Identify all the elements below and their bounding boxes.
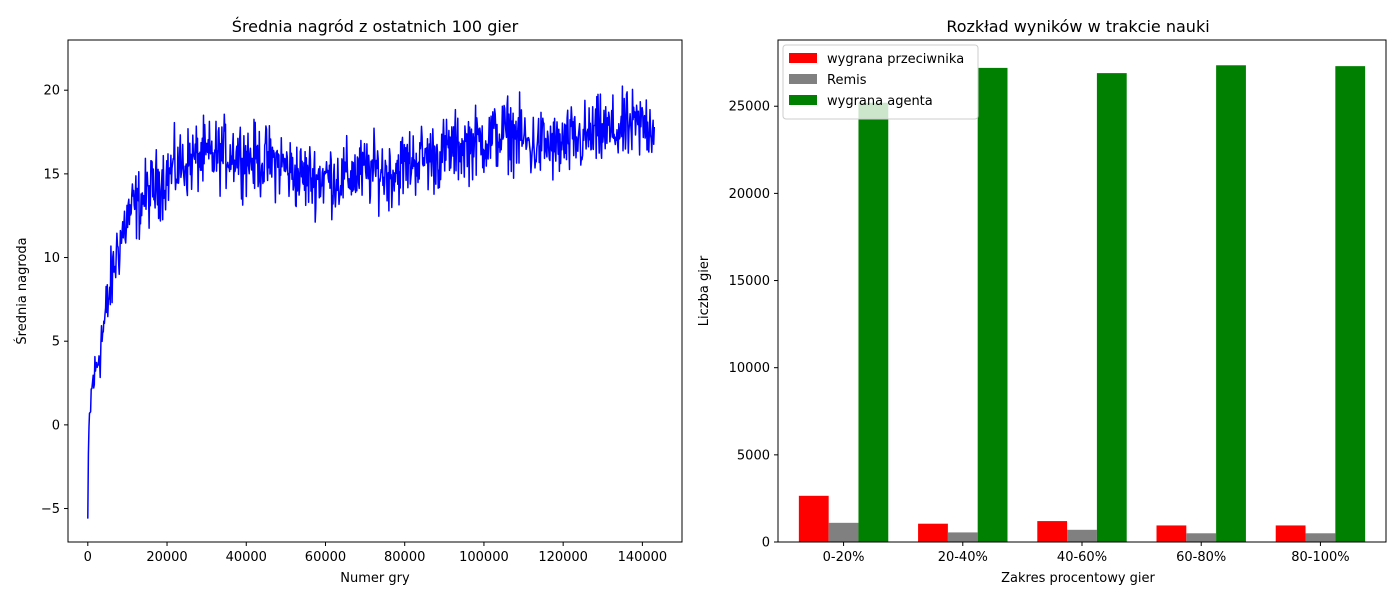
line-chart-title: Średnia nagród z ostatnich 100 gier (232, 17, 519, 36)
y-tick-label: 5000 (737, 448, 770, 463)
x-tick-label: 80000 (384, 550, 425, 565)
line-chart-reward: Średnia nagród z ostatnich 100 gier 0 200… (14, 17, 683, 586)
legend-box (782, 44, 979, 120)
bar-chart-bars (798, 65, 1366, 543)
legend-swatch (789, 53, 817, 63)
x-tick-label: 40-60% (1057, 550, 1107, 565)
x-tick-label: 120000 (538, 550, 588, 565)
y-tick-label: 0 (52, 418, 60, 433)
legend-label: wygrana agenta (827, 94, 933, 109)
x-tick-label: 80-100% (1291, 550, 1349, 565)
legend-label: Remis (827, 73, 867, 88)
x-tick-label: 20000 (146, 550, 187, 565)
bar-draw (1305, 533, 1336, 542)
y-tick-label: 25000 (729, 100, 770, 115)
bar-draw (828, 522, 859, 542)
bar-chart-y-label: Liczba gier (697, 255, 712, 326)
y-tick-label: 5 (52, 335, 60, 350)
y-tick-label: 20000 (729, 187, 770, 202)
x-tick-label: 60000 (305, 550, 346, 565)
x-tick-label: 140000 (618, 550, 668, 565)
bar-agent-win (1096, 73, 1127, 543)
line-chart-x-ticks: 0 20000 40000 60000 80000 100000 120000 140000 (84, 542, 668, 565)
legend-swatch (789, 74, 817, 84)
line-chart-y-ticks: −5 0 5 10 15 20 (41, 84, 68, 517)
x-tick-label: 0 (84, 550, 92, 565)
line-chart-y-label: Średnia nagroda (14, 237, 30, 344)
y-tick-label: 15000 (729, 274, 770, 289)
bar-opponent-win (1156, 525, 1187, 542)
y-tick-label: 10000 (729, 361, 770, 376)
bar-opponent-win (918, 523, 948, 542)
y-tick-label: 15 (43, 167, 60, 182)
x-tick-label: 0-20% (823, 550, 865, 565)
y-tick-label: 10 (43, 251, 60, 266)
bar-chart-legend: wygrana przeciwnika Remis wygrana agenta (782, 44, 979, 120)
bar-draw (947, 532, 978, 542)
x-tick-label: 20-40% (938, 550, 988, 565)
reward-series-line (87, 85, 656, 519)
line-chart-plot-area (87, 85, 656, 519)
bar-chart-results: Rozkład wyników w trakcie nauki 0-20% 20-… (697, 17, 1387, 586)
x-tick-label: 40000 (226, 550, 267, 565)
x-tick-label: 100000 (459, 550, 509, 565)
bar-agent-win (1335, 66, 1366, 542)
legend-swatch (789, 95, 817, 105)
line-chart-x-label: Numer gry (340, 571, 410, 586)
line-chart-frame (67, 39, 683, 543)
bar-agent-win (1216, 65, 1246, 543)
bar-agent-win (858, 102, 889, 542)
y-tick-label: −5 (41, 502, 60, 517)
bar-opponent-win (798, 495, 829, 542)
bar-opponent-win (1275, 525, 1306, 542)
legend-label: wygrana przeciwnika (827, 52, 964, 67)
bar-draw (1186, 533, 1217, 542)
bar-chart-y-ticks: 0 5000 10000 15000 20000 25000 (729, 100, 778, 551)
bar-chart-title: Rozkład wyników w trakcie nauki (946, 17, 1209, 36)
bar-draw (1067, 529, 1097, 542)
bar-agent-win (977, 67, 1008, 542)
bar-chart-x-label: Zakres procentowy gier (1001, 571, 1155, 586)
x-tick-label: 60-80% (1176, 550, 1226, 565)
y-tick-label: 20 (43, 84, 60, 99)
bar-opponent-win (1037, 521, 1068, 542)
bar-chart-x-ticks: 0-20% 20-40% 40-60% 60-80% 80-100% (823, 542, 1350, 565)
y-tick-label: 0 (762, 536, 770, 551)
